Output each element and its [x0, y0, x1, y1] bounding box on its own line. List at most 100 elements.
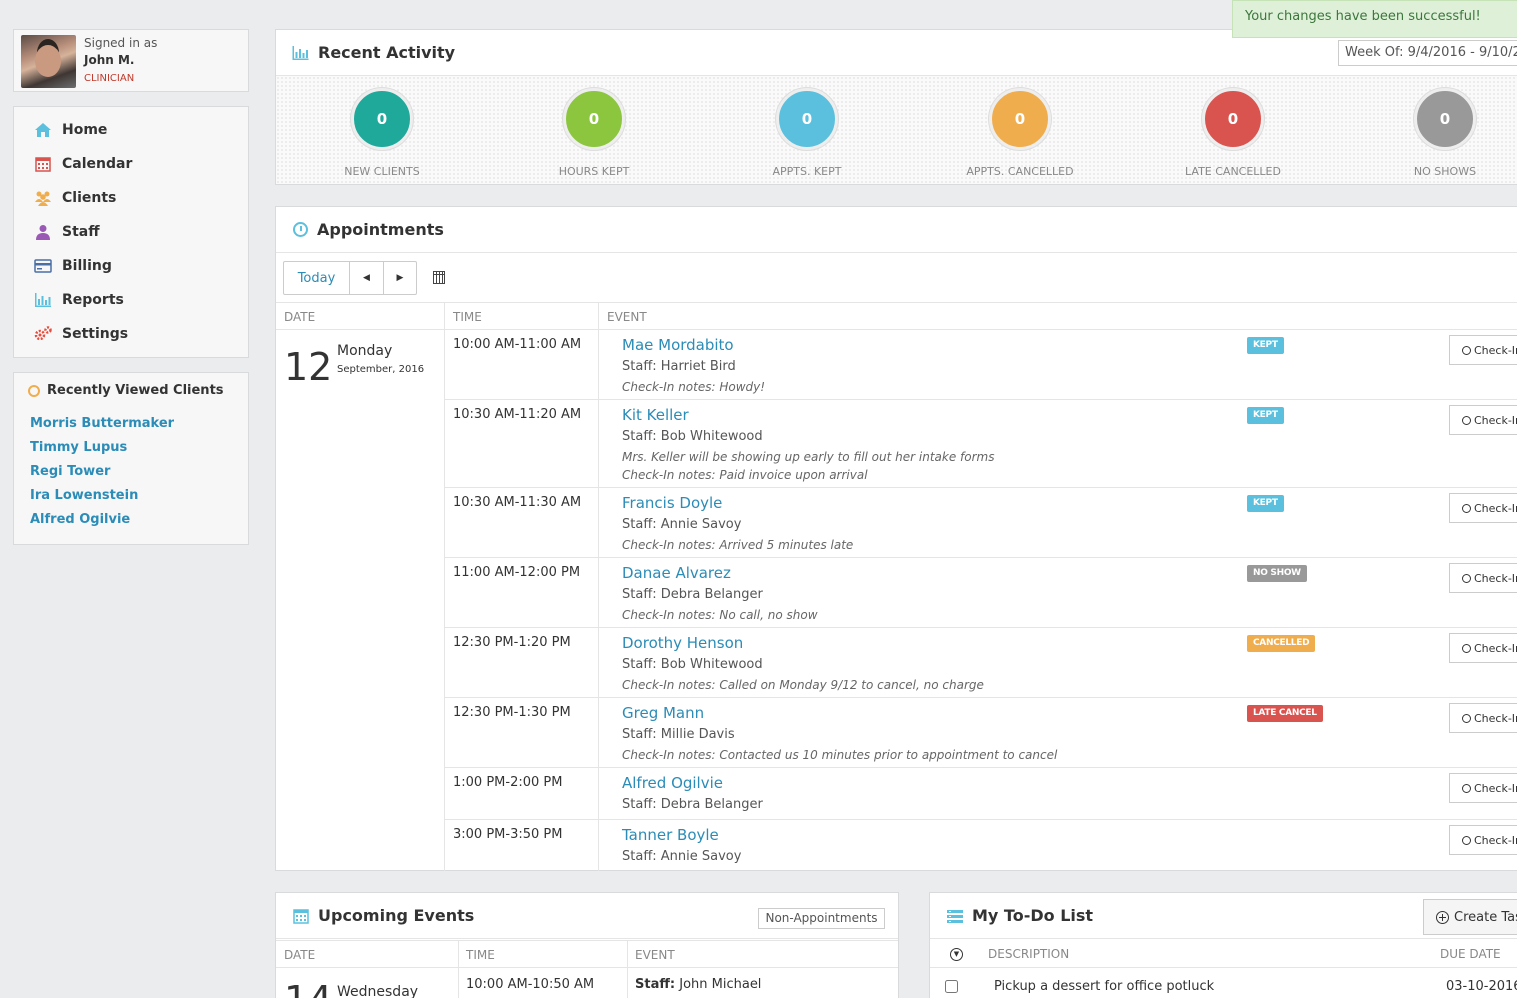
check-in-button[interactable]: Check-In	[1449, 825, 1517, 855]
sidebar-item-reports[interactable]: Reports	[14, 283, 248, 317]
appointment-time: 12:30 PM-1:20 PM	[453, 635, 571, 650]
user-role: CLINICIAN	[84, 73, 135, 84]
upcoming-events-panel: Upcoming Events Non-Appointments DATE TI…	[275, 892, 899, 998]
recent-client-link[interactable]: Timmy Lupus	[30, 440, 128, 455]
appointment-row: 1:00 PM-2:00 PM Alfred Ogilvie Staff: De…	[445, 768, 1517, 820]
sidebar-item-billing[interactable]: Billing	[14, 249, 248, 283]
filter-icon[interactable]: ▼	[950, 948, 963, 961]
col-date: DATE	[284, 948, 316, 962]
appointment-client-link[interactable]: Kit Keller	[622, 406, 689, 424]
recent-activity-header: Recent Activity	[276, 30, 1517, 76]
check-in-button[interactable]: Check-In	[1449, 703, 1517, 733]
sidebar-item-label: Home	[62, 122, 108, 138]
appointment-time: 10:30 AM-11:20 AM	[453, 407, 582, 422]
check-in-button[interactable]: Check-In	[1449, 563, 1517, 593]
recent-client-link[interactable]: Ira Lowenstein	[30, 488, 139, 503]
create-task-button[interactable]: Create Task	[1423, 899, 1517, 935]
appointment-time: 10:00 AM-11:00 AM	[453, 337, 582, 352]
date-weekday: Monday	[337, 343, 393, 359]
stat-label: APPTS. CANCELLED	[966, 165, 1074, 178]
stat-circle: 0	[776, 88, 838, 150]
sidebar-item-staff[interactable]: Staff	[14, 215, 248, 249]
calendar-picker-icon[interactable]	[433, 271, 445, 284]
clock-icon	[1462, 643, 1471, 653]
sidebar-item-label: Billing	[62, 258, 112, 274]
check-in-label: Check-In	[1474, 413, 1517, 427]
check-in-label: Check-In	[1474, 571, 1517, 585]
reports-icon	[35, 293, 51, 307]
appointment-client-link[interactable]: Greg Mann	[622, 704, 705, 722]
sidebar-item-clients[interactable]: Clients	[14, 181, 248, 215]
check-in-button[interactable]: Check-In	[1449, 633, 1517, 663]
check-in-label: Check-In	[1474, 641, 1517, 655]
todo-checkbox[interactable]	[945, 980, 958, 993]
upcoming-time: 10:00 AM-10:50 AM	[466, 977, 595, 992]
check-in-label: Check-In	[1474, 501, 1517, 515]
recent-clients-panel: Recently Viewed Clients Morris Buttermak…	[13, 372, 249, 545]
appointment-time: 12:30 PM-1:30 PM	[453, 705, 571, 720]
todo-header: My To-Do List	[930, 893, 1517, 939]
appointment-client-link[interactable]: Tanner Boyle	[622, 826, 719, 844]
date-day-number: 12	[284, 345, 333, 389]
appointment-staff: Staff: Debra Belanger	[622, 587, 763, 602]
sidebar-item-label: Clients	[62, 190, 117, 206]
caret-right-icon: ▶	[396, 273, 404, 283]
appointment-client-link[interactable]: Mae Mordabito	[622, 336, 734, 354]
staff-name: John Michael	[679, 977, 762, 992]
list-icon	[947, 909, 963, 923]
stat-circle: 0	[1202, 88, 1264, 150]
check-in-button[interactable]: Check-In	[1449, 335, 1517, 365]
activity-stats	[276, 76, 1517, 184]
upcoming-event: Staff: John Michael	[635, 977, 761, 992]
signed-in-label: Signed in as	[84, 36, 158, 50]
stat-late-cancelled: 0 LATE CANCELLED	[1173, 88, 1293, 178]
check-in-button[interactable]: Check-In	[1449, 405, 1517, 435]
home-icon	[35, 123, 51, 137]
stat-appts-cancelled: 0 APPTS. CANCELLED	[960, 88, 1080, 178]
calendar-icon	[293, 908, 309, 924]
next-button[interactable]: ▶	[384, 261, 417, 295]
appointment-time: 10:30 AM-11:30 AM	[453, 495, 582, 510]
appointment-staff: Staff: Debra Belanger	[622, 797, 763, 812]
appointment-client-link[interactable]: Danae Alvarez	[622, 564, 731, 582]
clock-icon	[1462, 835, 1471, 845]
appointment-staff: Staff: Bob Whitewood	[622, 429, 763, 444]
sidebar-nav: Home Calendar Clients Staff Billing Repo…	[13, 106, 249, 358]
stat-label: NEW CLIENTS	[344, 165, 420, 178]
appointment-client-link[interactable]: Dorothy Henson	[622, 634, 744, 652]
sidebar-item-home[interactable]: Home	[14, 113, 248, 147]
stat-label: HOURS KEPT	[558, 165, 630, 178]
recent-client-link[interactable]: Regi Tower	[30, 464, 111, 479]
recent-client-link[interactable]: Morris Buttermaker	[30, 416, 175, 431]
appointment-row: 3:00 PM-3:50 PM Tanner Boyle Staff: Anni…	[445, 820, 1517, 871]
stat-no-shows: 0 NO SHOWS	[1385, 88, 1505, 178]
stat-circle: 0	[351, 88, 413, 150]
recent-client-link[interactable]: Alfred Ogilvie	[30, 512, 131, 527]
sidebar-item-label: Calendar	[62, 156, 133, 172]
check-in-button[interactable]: Check-In	[1449, 773, 1517, 803]
non-appointments-filter[interactable]: Non-Appointments	[758, 908, 885, 929]
appointment-staff: Staff: Millie Davis	[622, 727, 735, 742]
appointment-row: 10:30 AM-11:20 AM Kit Keller Staff: Bob …	[445, 400, 1517, 488]
today-button[interactable]: Today	[283, 261, 350, 295]
sidebar-item-calendar[interactable]: Calendar	[14, 147, 248, 181]
appointment-row: 12:30 PM-1:30 PM Greg Mann Staff: Millie…	[445, 698, 1517, 768]
check-in-button[interactable]: Check-In	[1449, 493, 1517, 523]
prev-button[interactable]: ◀	[350, 261, 384, 295]
avatar[interactable]	[21, 35, 76, 88]
appointment-time: 1:00 PM-2:00 PM	[453, 775, 563, 790]
status-badge: CANCELLED	[1247, 635, 1316, 652]
check-in-label: Check-In	[1474, 343, 1517, 357]
sidebar-item-settings[interactable]: Settings	[14, 317, 248, 351]
appointment-row: 10:00 AM-11:00 AM Mae Mordabito Staff: H…	[445, 330, 1517, 400]
clock-icon	[1462, 573, 1471, 583]
stat-new-clients: 0 NEW CLIENTS	[322, 88, 442, 178]
week-selector[interactable]: Week Of: 9/4/2016 - 9/10/2016	[1338, 40, 1517, 66]
clients-icon	[35, 191, 51, 206]
recent-clients-heading: Recently Viewed Clients	[47, 383, 224, 398]
col-due-date: DUE DATE	[1440, 947, 1501, 961]
clock-icon	[1462, 713, 1471, 723]
todo-due-date: 03-10-2016	[1446, 979, 1517, 994]
appointment-client-link[interactable]: Francis Doyle	[622, 494, 723, 512]
appointment-client-link[interactable]: Alfred Ogilvie	[622, 774, 724, 792]
